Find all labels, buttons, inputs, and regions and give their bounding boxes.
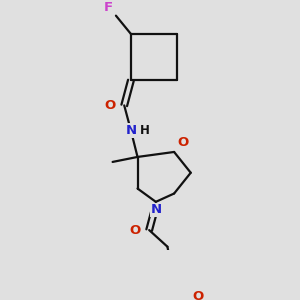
Text: N: N — [125, 124, 136, 137]
Text: O: O — [177, 136, 189, 148]
Text: O: O — [105, 99, 116, 112]
Text: O: O — [130, 224, 141, 237]
Text: N: N — [150, 203, 161, 217]
Text: O: O — [192, 290, 204, 300]
Text: H: H — [140, 124, 150, 137]
Text: F: F — [103, 1, 112, 14]
